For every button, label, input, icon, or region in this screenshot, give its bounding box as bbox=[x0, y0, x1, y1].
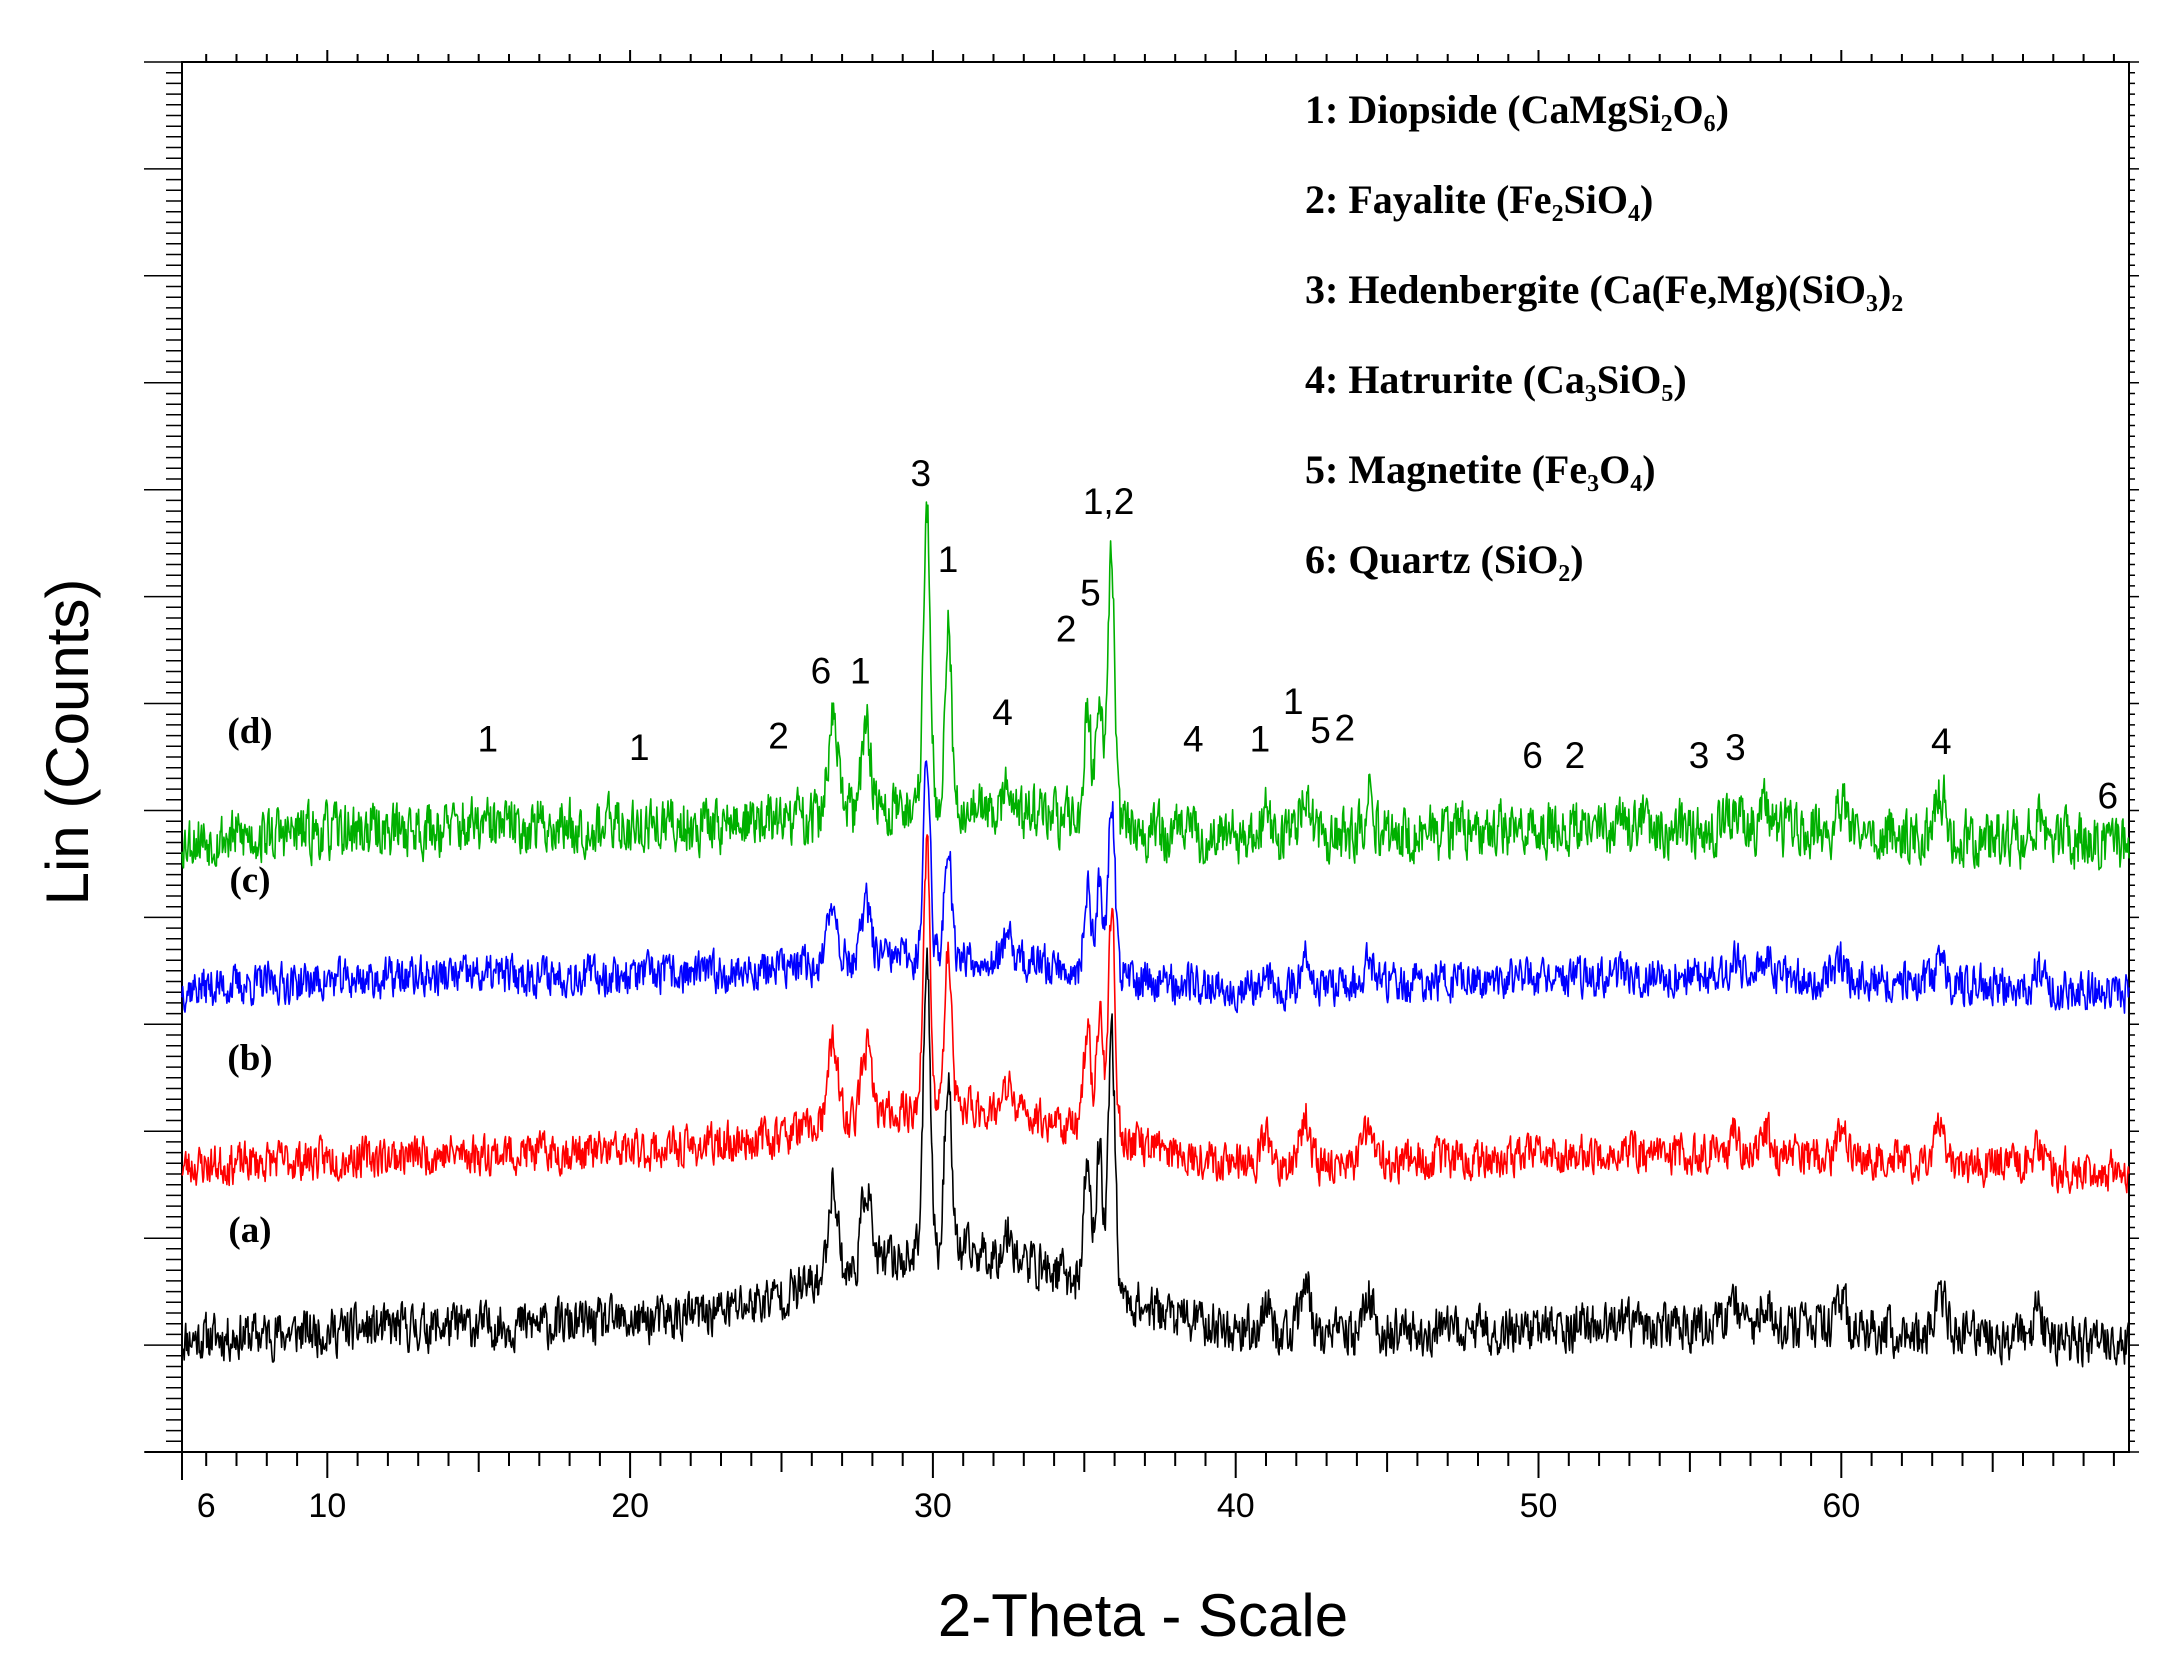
legend-entry: 5: Magnetite (Fe₃O₄) bbox=[1305, 447, 1656, 492]
series-line-d bbox=[181, 501, 2130, 871]
legend-entry: 6: Quartz (SiO₂) bbox=[1305, 537, 1584, 582]
peak-label: 2 bbox=[1565, 735, 1586, 776]
x-tick-label: 6 bbox=[197, 1487, 216, 1525]
peak-label: 4 bbox=[1931, 721, 1952, 762]
series-label-a: (a) bbox=[228, 1210, 271, 1251]
peak-label: 2 bbox=[768, 716, 789, 757]
legend: 1: Diopside (CaMgSi₂O₆) 2: Fayalite (Fe₂S… bbox=[1305, 87, 1903, 582]
peak-label: 3 bbox=[911, 453, 932, 494]
peak-label: 4 bbox=[1183, 718, 1204, 759]
peak-label: 4 bbox=[992, 692, 1013, 733]
peak-label: 1 bbox=[1283, 681, 1304, 722]
peak-label: 2 bbox=[1334, 707, 1355, 748]
peak-label: 1,2 bbox=[1083, 481, 1134, 522]
y-axis-title: Lin (Counts) bbox=[34, 579, 101, 906]
x-tick-label: 60 bbox=[1822, 1487, 1860, 1525]
x-tick-label: 40 bbox=[1217, 1487, 1255, 1525]
series-label-c: (c) bbox=[229, 860, 270, 901]
legend-entry: 2: Fayalite (Fe₂SiO₄) bbox=[1305, 177, 1653, 222]
legend-entry: 1: Diopside (CaMgSi₂O₆) bbox=[1305, 87, 1729, 132]
peak-label: 1 bbox=[938, 539, 959, 580]
series-line-a bbox=[181, 947, 2130, 1368]
x-tick-label: 50 bbox=[1520, 1487, 1558, 1525]
peak-label: 6 bbox=[811, 650, 832, 691]
peak-label: 5 bbox=[1080, 572, 1101, 613]
x-axis-ticks bbox=[205, 50, 2115, 1478]
x-axis-title: 2-Theta - Scale bbox=[938, 1582, 1348, 1649]
series-label-d: (d) bbox=[227, 711, 272, 752]
peak-label: 3 bbox=[1689, 735, 1710, 776]
series-labels: (a) (b) (c) (d) bbox=[227, 711, 272, 1251]
axes: 6 10 20 30 40 50 60 bbox=[144, 50, 2139, 1525]
peak-label: 6 bbox=[2098, 775, 2119, 816]
y-axis-ticks bbox=[144, 61, 2139, 1453]
peak-label: 2 bbox=[1056, 609, 1077, 650]
peak-label: 6 bbox=[1522, 735, 1543, 776]
peak-label: 3 bbox=[1725, 727, 1746, 768]
series-line-c bbox=[181, 760, 2130, 1014]
peak-label: 1 bbox=[850, 650, 871, 691]
x-tick-label: 10 bbox=[308, 1487, 346, 1525]
peak-label: 1 bbox=[1250, 718, 1271, 759]
peak-label: 1 bbox=[478, 718, 499, 759]
series-group bbox=[181, 501, 2130, 1368]
peak-label: 5 bbox=[1310, 710, 1331, 751]
x-tick-label: 20 bbox=[611, 1487, 649, 1525]
x-tick-label: 30 bbox=[914, 1487, 952, 1525]
legend-entry: 4: Hatrurite (Ca₃SiO₅) bbox=[1305, 357, 1687, 402]
series-label-b: (b) bbox=[227, 1038, 272, 1079]
series-line-b bbox=[181, 834, 2130, 1194]
peak-label: 1 bbox=[629, 727, 650, 768]
legend-entry: 3: Hedenbergite (Ca(Fe,Mg)(SiO₃)₂ bbox=[1305, 267, 1903, 312]
